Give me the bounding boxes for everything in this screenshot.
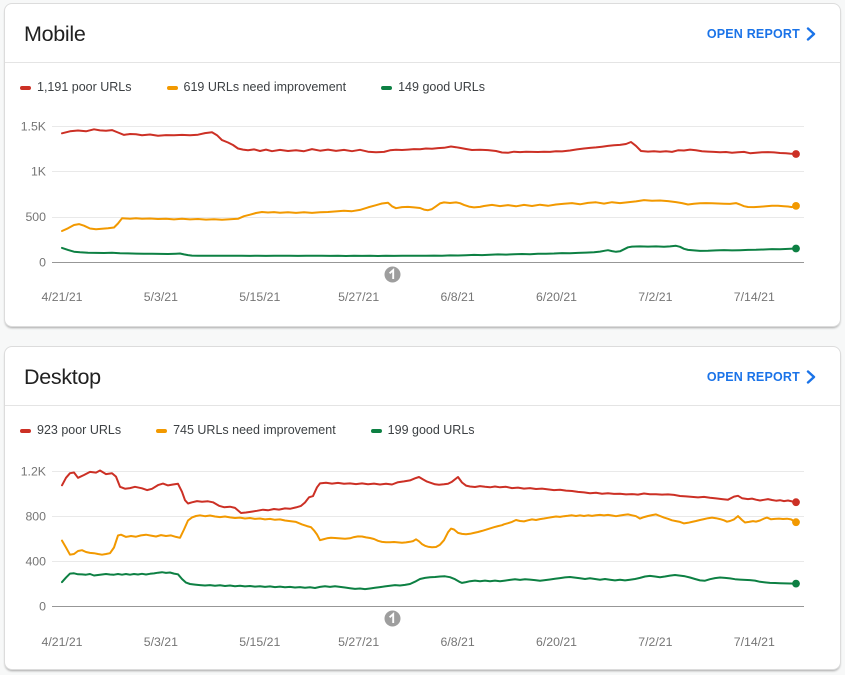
svg-text:5/3/21: 5/3/21 [144, 290, 178, 304]
svg-text:6/8/21: 6/8/21 [440, 290, 474, 304]
svg-text:800: 800 [25, 509, 46, 523]
svg-text:6/8/21: 6/8/21 [440, 635, 474, 649]
svg-text:6/20/21: 6/20/21 [536, 290, 577, 304]
svg-text:5/27/21: 5/27/21 [338, 635, 379, 649]
svg-text:5/3/21: 5/3/21 [144, 635, 178, 649]
svg-text:7/14/21: 7/14/21 [734, 635, 775, 649]
svg-text:6/20/21: 6/20/21 [536, 635, 577, 649]
svg-text:4/21/21: 4/21/21 [41, 635, 82, 649]
svg-text:1.2K: 1.2K [21, 464, 47, 478]
svg-text:7/2/21: 7/2/21 [638, 290, 672, 304]
svg-text:500: 500 [25, 210, 46, 224]
svg-text:4/21/21: 4/21/21 [41, 290, 82, 304]
svg-text:1.5K: 1.5K [21, 119, 47, 133]
svg-text:0: 0 [39, 599, 46, 613]
svg-text:400: 400 [25, 554, 46, 568]
svg-text:5/27/21: 5/27/21 [338, 290, 379, 304]
svg-text:5/15/21: 5/15/21 [239, 290, 280, 304]
svg-text:1K: 1K [31, 165, 47, 179]
svg-text:5/15/21: 5/15/21 [239, 635, 280, 649]
svg-text:7/2/21: 7/2/21 [638, 635, 672, 649]
svg-text:0: 0 [39, 255, 46, 269]
svg-text:7/14/21: 7/14/21 [734, 290, 775, 304]
